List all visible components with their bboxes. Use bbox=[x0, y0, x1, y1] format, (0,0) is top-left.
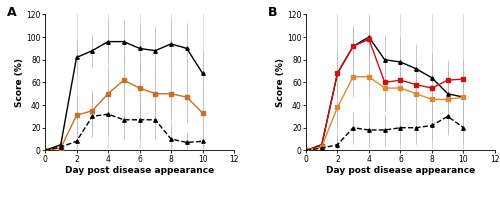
X-axis label: Day post disease appearance: Day post disease appearance bbox=[326, 166, 475, 175]
X-axis label: Day post disease appearance: Day post disease appearance bbox=[65, 166, 214, 175]
Y-axis label: Score (%): Score (%) bbox=[276, 58, 285, 107]
Y-axis label: Score (%): Score (%) bbox=[16, 58, 24, 107]
Text: A: A bbox=[7, 6, 17, 19]
Text: B: B bbox=[268, 6, 278, 19]
